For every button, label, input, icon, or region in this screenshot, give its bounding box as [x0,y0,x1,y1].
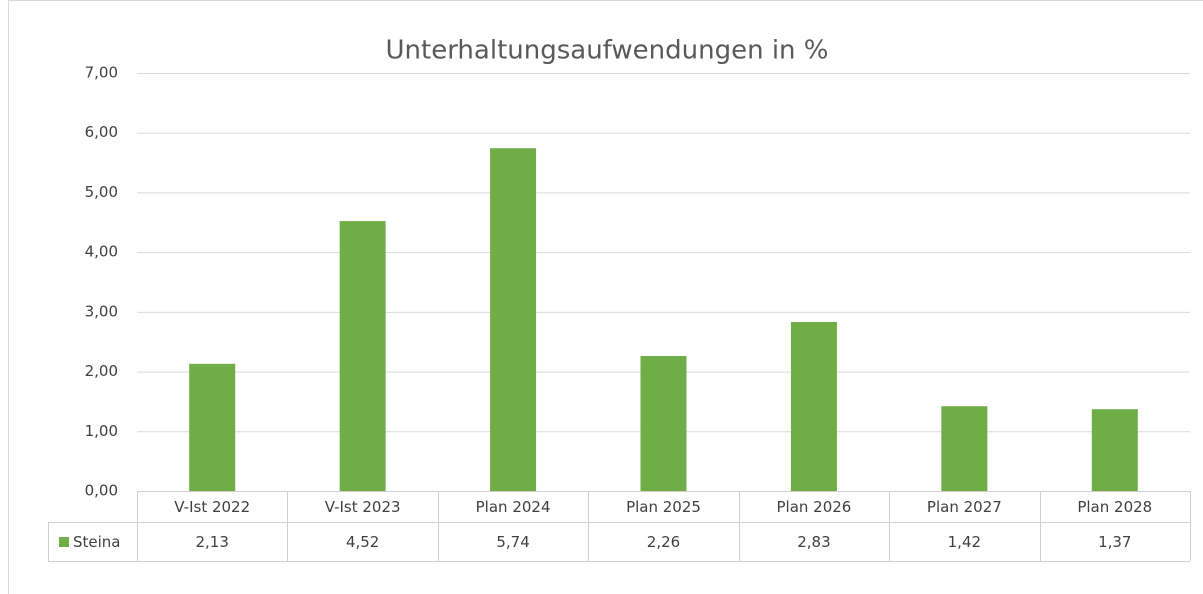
bar [1091,409,1138,491]
chart-frame [8,0,1203,594]
y-tick-label: 0,00 [85,482,118,500]
x-tick-label: Plan 2024 [476,498,551,516]
bar [790,322,837,491]
bar [339,221,386,491]
data-label: 1,42 [948,533,981,551]
bar [189,363,236,491]
y-tick-label: 3,00 [85,302,118,320]
bar [941,406,988,491]
chart-title: Unterhaltungsaufwendungen in % [386,36,829,66]
x-tick-label: Plan 2025 [626,498,701,516]
legend-swatch [59,537,69,547]
bar [640,356,687,491]
y-tick-label: 1,00 [85,422,118,440]
y-tick-label: 7,00 [85,64,118,82]
data-label: 2,26 [647,533,680,551]
y-tick-label: 4,00 [85,243,118,261]
x-tick-label: Plan 2026 [776,498,851,516]
data-label: 5,74 [496,533,529,551]
data-label: 4,52 [346,533,379,551]
data-label: 2,83 [797,533,830,551]
data-label: 1,37 [1098,533,1131,551]
x-tick-label: Plan 2028 [1077,498,1152,516]
x-tick-label: V-Ist 2023 [325,498,401,516]
x-tick-label: V-Ist 2022 [174,498,250,516]
y-tick-label: 6,00 [85,123,118,141]
y-tick-label: 5,00 [85,183,118,201]
x-tick-label: Plan 2027 [927,498,1002,516]
legend-label: Steina [73,533,121,551]
data-label: 2,13 [196,533,229,551]
y-tick-label: 2,00 [85,362,118,380]
bar [490,148,537,492]
